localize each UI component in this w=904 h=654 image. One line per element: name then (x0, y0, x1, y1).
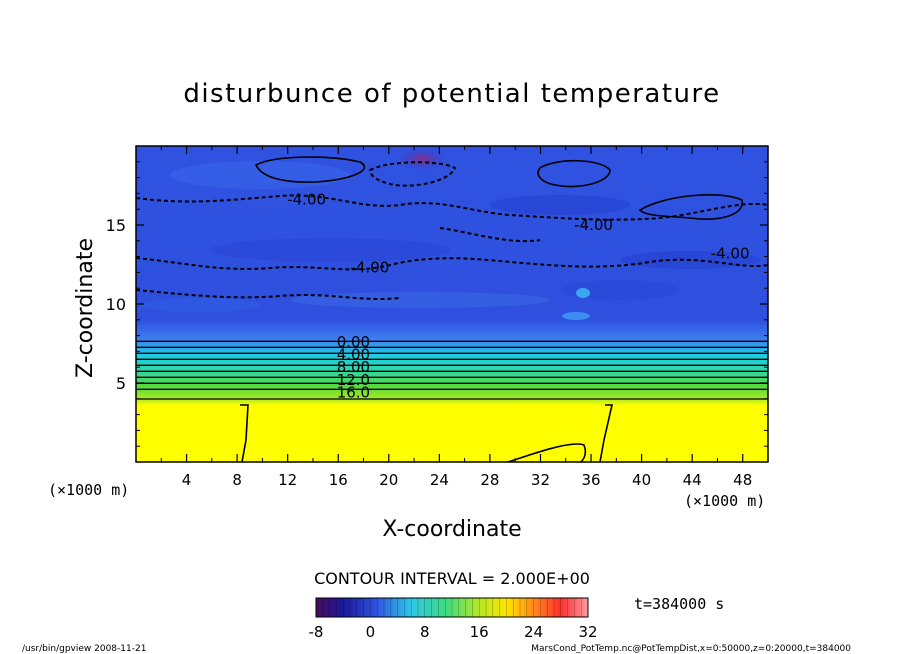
contour-label: 12.0 (337, 371, 370, 389)
colorbar-tick-label: 16 (470, 623, 489, 641)
y-axis-label: Z-coordinate (73, 238, 98, 378)
colorbar-tick-label: 0 (366, 623, 376, 641)
x-tick-label: 40 (632, 471, 651, 489)
x-tick-label: 32 (531, 471, 550, 489)
x-axis-label: X-coordinate (382, 517, 521, 542)
y-axis-ticks: 5 10 15 (106, 161, 768, 447)
x-tick-label: 20 (379, 471, 398, 489)
colorbar-stripes (315, 598, 589, 617)
footer-left: /usr/bin/gpview 2008-11-21 (22, 644, 146, 654)
contour-line (136, 358, 768, 361)
x-unit-left: (×1000 m) (48, 481, 129, 499)
contour-label: 8.00 (337, 358, 370, 376)
contour-upper (240, 156, 743, 462)
contour-label: 4.00 (337, 346, 370, 364)
x-tick-label: 44 (683, 471, 702, 489)
colorbar-tick-label: 8 (420, 623, 430, 641)
contour-line (136, 388, 768, 391)
contour-label: 16.0 (337, 383, 370, 401)
x-tick-label: 36 (581, 471, 600, 489)
contour-line (136, 370, 768, 373)
contour-label: -4.00 (350, 259, 389, 277)
x-tick-label: 12 (278, 471, 297, 489)
x-tick-label: 8 (232, 471, 242, 489)
x-axis-ticks: 4 8 12 16 20 24 28 32 36 40 44 48 (160, 146, 752, 489)
contour-line (136, 364, 768, 367)
x-tick-label: 48 (733, 471, 752, 489)
minimum-blob (398, 148, 446, 170)
x-tick-label: 24 (430, 471, 449, 489)
footer-right: MarsCond_PotTemp.nc@PotTempDist,x=0:5000… (531, 644, 851, 654)
x-unit-right: (×1000 m) (684, 492, 765, 510)
contour-line (136, 376, 768, 379)
chart-title: disturbunce of potential temperature (183, 79, 720, 109)
x-tick-label: 4 (182, 471, 192, 489)
contour-line (136, 382, 768, 385)
y-tick-label: 5 (116, 374, 126, 393)
contour-line (136, 352, 768, 355)
contour-line (136, 346, 768, 349)
contour-line (136, 340, 768, 343)
contour-label: 0.00 (337, 333, 370, 351)
contour-label: -4.00 (711, 244, 750, 262)
colorbar-tick-label: 32 (578, 623, 597, 641)
contour-lines (136, 340, 768, 391)
colorbar-tick-label: -8 (309, 623, 324, 641)
colorbar-ticks: -8 0 8 16 24 32 (309, 623, 598, 641)
colorbar-tick-label: 24 (524, 623, 543, 641)
y-tick-label: 10 (106, 295, 126, 314)
contour-label: -4.00 (574, 216, 613, 234)
contour-interval: CONTOUR INTERVAL = 2.000E+00 (314, 569, 590, 588)
y-tick-label: 15 (106, 216, 126, 235)
contour-label: -4.00 (287, 191, 326, 209)
x-tick-label: 28 (480, 471, 499, 489)
contour-dashed (136, 161, 768, 300)
light-patches (562, 288, 590, 320)
time-label: t=384000 s (634, 595, 724, 613)
x-tick-label: 16 (329, 471, 348, 489)
